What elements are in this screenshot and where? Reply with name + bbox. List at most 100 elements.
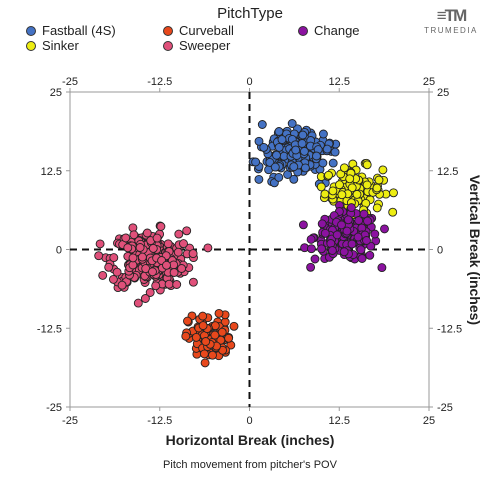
point-sweeper	[148, 267, 157, 277]
point-change	[380, 224, 389, 234]
point-sinker	[352, 189, 362, 199]
point-change	[370, 229, 380, 239]
point-sweeper	[98, 270, 108, 280]
point-sweeper	[117, 280, 127, 290]
y-tick-label-right: 0	[437, 245, 443, 257]
point-change	[347, 239, 357, 249]
point-sweeper	[95, 239, 105, 249]
point-sweeper	[151, 281, 161, 291]
point-sweeper	[169, 268, 179, 277]
point-change	[317, 219, 327, 229]
point-fastball-4s	[287, 119, 297, 128]
legend-label-curveball: Curveball	[179, 23, 234, 38]
point-change	[362, 236, 371, 245]
point-sweeper	[135, 243, 145, 252]
legend-item-fastball: Fastball (4S)	[26, 23, 116, 38]
point-change	[306, 262, 316, 272]
legend-label-sinker: Sinker	[42, 38, 79, 53]
x-tick-label-top: -12.5	[147, 76, 172, 88]
x-axis-label: Horizontal Break (inches)	[165, 432, 335, 448]
point-fastball-4s	[297, 139, 307, 148]
point-curveball	[199, 349, 209, 359]
point-sweeper	[108, 274, 118, 284]
point-fastball-4s	[251, 157, 261, 167]
point-change	[342, 226, 352, 236]
point-sinker	[337, 190, 347, 200]
point-change	[354, 216, 364, 225]
legend-item-change: Change	[298, 23, 360, 38]
point-fastball-4s	[254, 174, 264, 184]
point-change	[332, 230, 342, 240]
point-sweeper	[174, 229, 184, 239]
point-curveball	[198, 311, 208, 321]
point-sweeper	[156, 222, 166, 231]
point-curveball	[191, 332, 201, 342]
point-sweeper	[177, 264, 187, 273]
point-fastball-4s	[274, 142, 284, 152]
point-change	[306, 234, 316, 244]
legend-title: PitchType	[217, 5, 283, 22]
point-sweeper	[163, 239, 173, 249]
point-change	[306, 244, 316, 254]
x-tick-label-bottom: 0	[246, 415, 252, 427]
point-change	[353, 232, 363, 242]
point-fastball-4s	[289, 174, 299, 184]
point-sinker	[316, 182, 326, 192]
legend-item-curveball: Curveball	[163, 23, 234, 38]
point-curveball	[208, 350, 217, 360]
point-sweeper	[164, 279, 174, 289]
point-change	[357, 254, 367, 263]
point-sweeper	[172, 280, 182, 289]
point-fastball-4s	[318, 158, 328, 168]
point-sweeper	[94, 251, 104, 261]
point-sweeper	[109, 253, 119, 263]
point-fastball-4s	[270, 162, 280, 172]
point-fastball-4s	[274, 127, 284, 136]
point-fastball-4s	[298, 130, 308, 140]
point-sinker	[328, 186, 338, 196]
point-fastball-4s	[291, 145, 301, 155]
point-sinker	[362, 180, 372, 190]
y-tick-label-left: -25	[46, 402, 62, 414]
point-fastball-4s	[299, 146, 309, 156]
y-tick-label-left: 12.5	[41, 166, 62, 178]
point-change	[327, 246, 337, 255]
y-axis-label: Vertical Break (inches)	[467, 174, 483, 326]
point-fastball-4s	[330, 147, 340, 157]
y-tick-label-left: 0	[56, 245, 62, 257]
point-change	[377, 263, 387, 273]
point-sweeper	[121, 233, 131, 243]
point-change	[337, 220, 346, 230]
point-sinker	[320, 189, 330, 199]
point-fastball-4s	[328, 158, 338, 168]
point-sinker	[372, 183, 382, 193]
x-tick-label-top: -25	[62, 76, 78, 88]
point-change	[317, 244, 326, 254]
point-change	[356, 245, 366, 255]
trumedia-logo-icon: ≡TM	[436, 6, 467, 25]
point-fastball-4s	[322, 144, 332, 154]
x-tick-label-top: 0	[246, 76, 252, 88]
point-curveball	[198, 321, 208, 331]
legend-dot-icon	[26, 40, 36, 51]
point-sweeper	[140, 294, 150, 303]
y-tick-label-right: 12.5	[437, 166, 458, 178]
point-sweeper	[148, 243, 158, 253]
x-tick-label-bottom: 25	[423, 415, 435, 427]
x-tick-label-bottom: -12.5	[147, 415, 172, 427]
point-curveball	[217, 327, 227, 337]
x-tick-label-bottom: -25	[62, 415, 78, 427]
point-change	[365, 250, 375, 260]
point-sinker	[335, 180, 344, 190]
y-tick-label-right: -25	[437, 402, 453, 414]
x-tick-label-top: 12.5	[329, 76, 350, 88]
legend-dot-icon	[298, 25, 308, 36]
point-curveball	[200, 358, 210, 368]
chart-caption: Pitch movement from pitcher's POV	[163, 459, 337, 471]
point-sweeper	[128, 253, 138, 263]
point-sinker	[339, 163, 349, 173]
point-sinker	[378, 165, 388, 175]
y-tick-label-left: -12.5	[37, 323, 62, 335]
point-sweeper	[112, 267, 122, 277]
point-change	[310, 254, 320, 264]
